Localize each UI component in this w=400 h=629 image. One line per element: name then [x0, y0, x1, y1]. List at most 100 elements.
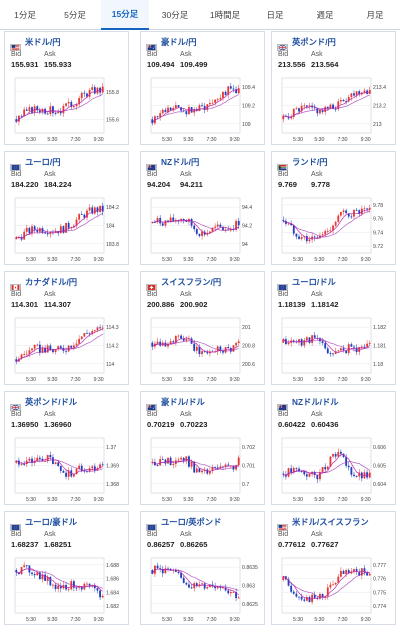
- currency-card[interactable]: 豪ドル/ドル Bid Ask 0.70219 0.70223 0.702 0.70…: [140, 391, 265, 505]
- candle-body: [91, 87, 94, 90]
- price-chart[interactable]: 0.777 0.776 0.775 0.774 5:30 5:30 7:30 9:30: [276, 555, 393, 623]
- pair-name[interactable]: ユーロ/英ポンド: [161, 517, 222, 527]
- price-chart[interactable]: 1.182 1.181 1.18 5:30 5:30 7:30 9:30: [276, 315, 393, 383]
- candle-body: [20, 115, 23, 117]
- bid-value: 0.77612: [278, 540, 306, 549]
- candle-body: [355, 347, 358, 353]
- candle-body: [295, 233, 298, 237]
- currency-card[interactable]: ユーロ/ドル Bid Ask 1.18139 1.18142 1.182 1.18…: [271, 271, 396, 385]
- pair-name[interactable]: 米ドル/円: [25, 37, 61, 47]
- candle-body: [358, 210, 361, 214]
- ask-value: 0.86265: [180, 540, 208, 549]
- currency-card[interactable]: スイスフラン/円 Bid Ask 200.886 200.902 201 200.…: [140, 271, 265, 385]
- tab-timeframe[interactable]: 週足: [316, 10, 334, 20]
- bid-label: Bid: [147, 171, 158, 178]
- price-chart[interactable]: 9.78 9.76 9.74 9.72 5:30 5:30 7:30 9:30: [276, 195, 393, 263]
- currency-card[interactable]: NZドル/ドル Bid Ask 0.60422 0.60436 0.606 0.6…: [271, 391, 396, 505]
- currency-card[interactable]: NZドル/円 Bid Ask 94.204 94.211 94.4 94.2 94 5…: [140, 151, 265, 265]
- candle-body: [65, 222, 67, 233]
- pair-name[interactable]: ユーロ/ドル: [292, 277, 336, 287]
- candle-body: [25, 565, 28, 567]
- price-chart[interactable]: 1.688 1.686 1.684 1.682 5:30 5:30 7:30 9:30: [9, 555, 126, 623]
- candle-body: [235, 89, 237, 94]
- price-chart[interactable]: 184.2 184 183.8 5:30 5:30 7:30 9:30: [9, 195, 126, 263]
- candle-body: [41, 347, 44, 353]
- y-tick-label: 0.606: [373, 445, 386, 451]
- x-tick-label: 9:30: [230, 497, 240, 503]
- currency-card[interactable]: 英ポンド/ドル Bid Ask 1.36950 1.36960 1.37 1.36…: [4, 391, 129, 505]
- price-chart[interactable]: 0.702 0.701 0.7 5:30 5:30 7:30 9:30: [145, 435, 262, 503]
- ask-label: Ask: [180, 51, 192, 58]
- pair-name[interactable]: ランド/円: [292, 157, 328, 167]
- currency-card[interactable]: カナダドル/円 Bid Ask 114.301 114.307 114.3 114…: [4, 271, 129, 385]
- pair-name[interactable]: ユーロ/円: [25, 157, 61, 167]
- candle-body: [350, 344, 353, 347]
- tab-timeframe[interactable]: 30分足: [161, 10, 189, 20]
- moving-average-line: [283, 454, 370, 477]
- pair-name[interactable]: 英ポンド/ドル: [25, 397, 78, 407]
- pair-name[interactable]: スイスフラン/円: [161, 277, 222, 287]
- candle-body: [101, 595, 104, 598]
- candle-body: [214, 226, 217, 228]
- candle-body: [329, 353, 332, 355]
- tab-timeframe[interactable]: 日足: [266, 10, 284, 20]
- candle-body: [44, 232, 47, 234]
- pair-name[interactable]: NZドル/ドル: [292, 397, 339, 407]
- candle-body: [326, 231, 329, 232]
- y-tick-label: 0.863: [242, 584, 255, 590]
- candle-body: [300, 596, 303, 600]
- currency-card[interactable]: 米ドル/スイスフラン Bid Ask 0.77612 0.77627 0.777…: [271, 511, 396, 625]
- price-chart[interactable]: 109.4 109.2 109 5:30 5:30 7:30 9:30: [145, 75, 262, 143]
- tab-timeframe[interactable]: 1時間足: [209, 10, 241, 20]
- y-tick-label: 1.181: [373, 344, 386, 350]
- tab-timeframe[interactable]: 月足: [366, 10, 384, 20]
- price-chart[interactable]: 1.37 1.369 1.368 5:30 5:30 7:30 9:30: [9, 435, 126, 503]
- candle-body: [368, 343, 371, 344]
- candle-body: [88, 333, 91, 335]
- tab-timeframe[interactable]: 15分足: [101, 0, 149, 30]
- pair-name[interactable]: 豪ドル/ドル: [161, 397, 205, 407]
- currency-card[interactable]: ユーロ/英ポンド Bid Ask 0.86257 0.86265 0.8635 0…: [140, 511, 265, 625]
- pair-name[interactable]: NZドル/円: [161, 157, 200, 167]
- candle-body: [305, 474, 308, 477]
- price-chart[interactable]: 155.8 155.6 5:30 5:30 7:30 9:30: [9, 75, 126, 143]
- currency-card[interactable]: ユーロ/円 Bid Ask 184.220 184.224 184.2 184 18…: [4, 151, 129, 265]
- candle-body: [161, 109, 164, 114]
- candle-body: [282, 473, 285, 475]
- price-chart[interactable]: 94.4 94.2 94 5:30 5:30 7:30 9:30: [145, 195, 262, 263]
- y-tick-label: 0.8635: [242, 565, 258, 571]
- pair-name[interactable]: ユーロ/豪ドル: [25, 517, 78, 527]
- tab-timeframe[interactable]: 1分足: [14, 10, 36, 20]
- y-tick-label: 155.6: [106, 117, 119, 123]
- price-chart[interactable]: 213.4 213.2 213 5:30 5:30 7:30 9:30: [276, 75, 393, 143]
- currency-card[interactable]: 英ポンド/円 Bid Ask 213.556 213.564 213.4 213.…: [271, 31, 396, 145]
- candlestick-chart: 1.37 1.369 1.368 5:30 5:30 7:30 9:30: [14, 437, 119, 503]
- tab-timeframe[interactable]: 5分足: [64, 10, 86, 20]
- candle-body: [208, 231, 211, 233]
- bid-value: 200.886: [147, 300, 175, 309]
- candlestick-chart: 0.606 0.605 0.604 5:30 5:30 7:30 9:30: [281, 437, 386, 503]
- candle-body: [198, 584, 201, 586]
- currency-card[interactable]: ランド/円 Bid Ask 9.769 9.778 9.78 9.76 9.74 9.…: [271, 151, 396, 265]
- candle-body: [25, 353, 28, 355]
- price-chart[interactable]: 0.606 0.605 0.604 5:30 5:30 7:30 9:30: [276, 435, 393, 503]
- pair-name[interactable]: カナダドル/円: [25, 277, 78, 287]
- candle-body: [342, 453, 345, 457]
- x-tick-label: 5:30: [293, 617, 303, 623]
- price-chart[interactable]: 0.8635 0.863 0.8625 5:30 5:30 7:30 9:30: [145, 555, 262, 623]
- price-chart[interactable]: 114.3 114.2 114 5:30 5:30 7:30 9:30: [9, 315, 126, 383]
- currency-card[interactable]: 米ドル/円 Bid Ask 155.931 155.933 155.8 155.6…: [4, 31, 129, 145]
- candle-body: [319, 235, 321, 239]
- candle-body: [303, 105, 306, 107]
- pair-name[interactable]: 英ポンド/円: [292, 37, 336, 47]
- currency-card[interactable]: 豪ドル/円 Bid Ask 109.494 109.499 109.4 109.2…: [140, 31, 265, 145]
- currency-card[interactable]: ユーロ/豪ドル Bid Ask 1.68237 1.68251 1.688 1.6…: [4, 511, 129, 625]
- candle-body: [337, 576, 340, 583]
- candle-body: [15, 570, 18, 573]
- price-chart[interactable]: 201 200.8 200.6 5:30 5:30 7:30 9:30: [145, 315, 262, 383]
- y-tick-label: 114.3: [106, 325, 119, 331]
- bid-value: 213.556: [278, 60, 306, 69]
- pair-name[interactable]: 豪ドル/円: [161, 37, 197, 47]
- candle-body: [67, 102, 70, 104]
- pair-name[interactable]: 米ドル/スイスフラン: [292, 517, 369, 527]
